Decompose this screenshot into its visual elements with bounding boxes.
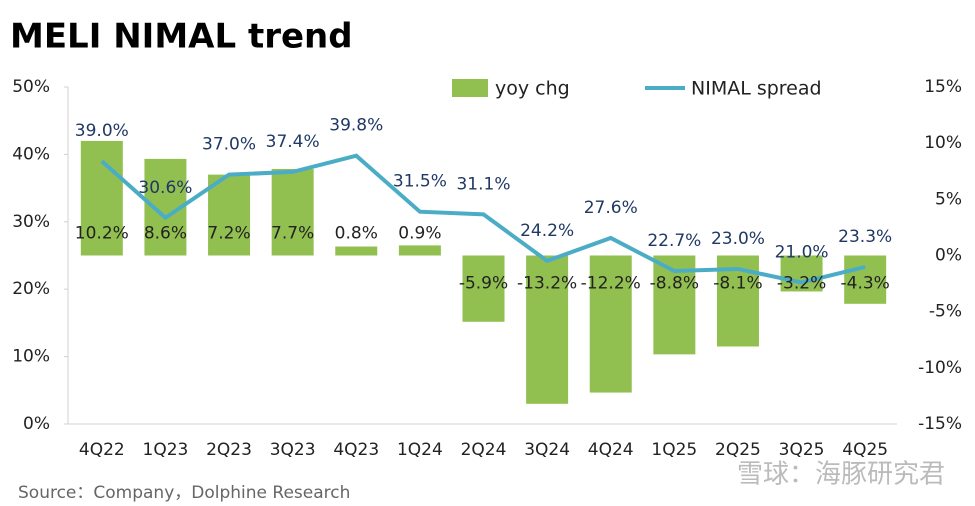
bar — [271, 169, 314, 256]
source: Source：Company，Dolphine Research — [18, 483, 350, 503]
bar-value-label: 10.2% — [75, 224, 129, 244]
y-tick-label: 40% — [12, 144, 50, 164]
bar-value-label: -12.2% — [581, 274, 641, 294]
bar-value-label: 8.6% — [144, 224, 187, 244]
watermark: 雪球：海豚研究君 — [737, 460, 945, 490]
x-tick-label: 4Q23 — [333, 440, 379, 460]
y-tick-label: 0% — [23, 414, 50, 434]
y2-tick-label: 0% — [935, 246, 962, 266]
x-tick-label: 1Q25 — [651, 440, 697, 460]
line-value-label: 37.4% — [266, 132, 320, 152]
chart-title: MELI NIMAL trend — [10, 17, 353, 57]
bar — [462, 255, 505, 322]
y-tick-label: 20% — [12, 279, 50, 299]
x-tick-label: 2Q25 — [715, 440, 761, 460]
bar-value-label: -3.2% — [777, 274, 826, 294]
bar-value-label: -13.2% — [517, 274, 577, 294]
bar — [780, 255, 823, 292]
bar — [844, 255, 887, 304]
line-value-label: 23.0% — [711, 229, 765, 249]
bar — [335, 246, 378, 256]
y-tick-label: 10% — [12, 347, 50, 367]
line-value-label: 39.8% — [329, 116, 383, 136]
y-tick-label: 50% — [12, 77, 50, 97]
bar — [398, 245, 441, 256]
line-value-label: 24.2% — [520, 221, 574, 241]
x-tick-label: 1Q24 — [397, 440, 443, 460]
legend-swatch — [452, 79, 488, 97]
bar-value-label: 7.7% — [271, 224, 314, 244]
y2-tick-label: -10% — [918, 358, 962, 378]
x-tick-label: 2Q23 — [206, 440, 252, 460]
legend-label: NIMAL spread — [691, 78, 822, 100]
bar — [526, 255, 569, 404]
x-tick-label: 3Q23 — [270, 440, 316, 460]
legend-label: yoy chg — [495, 78, 570, 100]
bar-value-label: 0.9% — [398, 224, 441, 244]
y2-tick-label: -5% — [929, 302, 962, 322]
bar — [80, 140, 123, 256]
line-value-label: 31.1% — [456, 174, 510, 194]
line-value-label: 27.6% — [584, 198, 638, 218]
x-tick-label: 4Q25 — [842, 440, 888, 460]
line — [100, 153, 866, 285]
bar-value-label: -8.8% — [650, 274, 699, 294]
bar — [589, 255, 632, 393]
line-value-label: 37.0% — [202, 135, 256, 155]
x-tick-label: 3Q24 — [524, 440, 570, 460]
line-value-label: 23.3% — [838, 227, 892, 247]
bar-value-label: 0.8% — [335, 224, 378, 244]
x-tick-label: 3Q25 — [779, 440, 825, 460]
y2-tick-label: -15% — [918, 414, 962, 434]
y2-tick-label: 5% — [935, 189, 962, 209]
bar — [208, 174, 251, 256]
x-tick-label: 2Q24 — [461, 440, 507, 460]
line-value-label: 39.0% — [75, 121, 129, 141]
line-value-label: 21.0% — [775, 242, 829, 262]
bar-value-label: -8.1% — [713, 274, 762, 294]
y2-tick-label: 10% — [924, 133, 962, 153]
x-tick-label: 4Q22 — [79, 440, 125, 460]
line-value-label: 30.6% — [138, 178, 192, 198]
y2-tick-label: 15% — [924, 77, 962, 97]
x-tick-label: 1Q23 — [143, 440, 189, 460]
x-tick-label: 4Q24 — [588, 440, 634, 460]
bar-value-label: 7.2% — [207, 224, 250, 244]
bar-value-label: -4.3% — [841, 274, 890, 294]
line-value-label: 31.5% — [393, 172, 447, 192]
bar-value-label: -5.9% — [459, 274, 508, 294]
y-tick-label: 30% — [12, 212, 50, 232]
line-value-label: 22.7% — [647, 231, 701, 251]
